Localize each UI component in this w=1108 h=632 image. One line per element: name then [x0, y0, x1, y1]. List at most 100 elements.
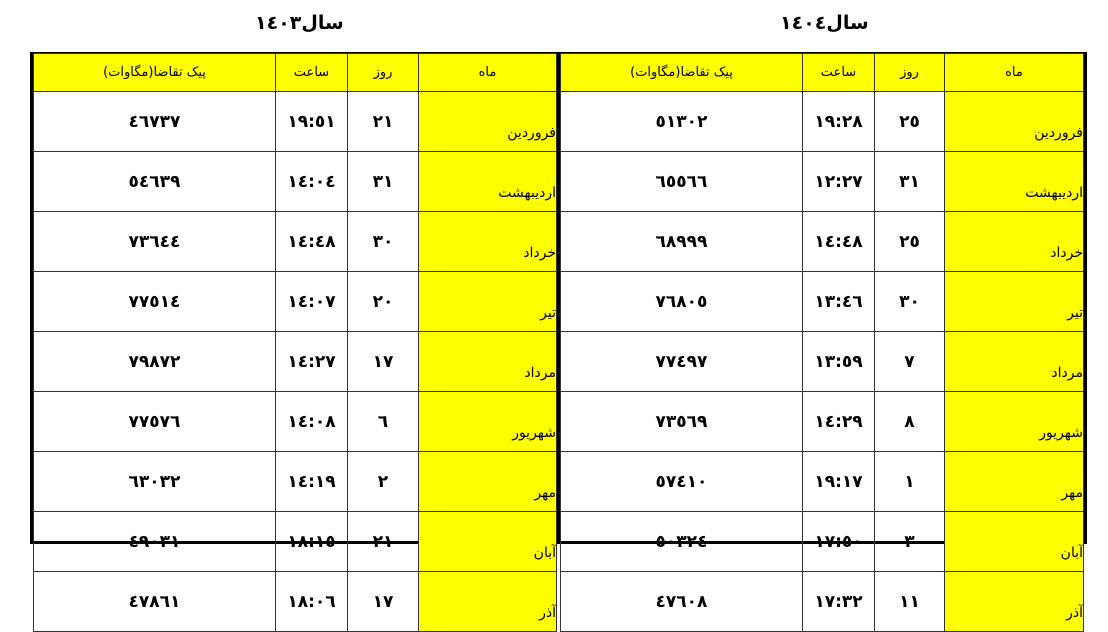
- day-cell: ١: [874, 451, 945, 512]
- table-divider: [557, 52, 560, 544]
- month-cell: فروردین: [418, 91, 557, 152]
- year-1404-title: سال١٤٠٤: [780, 12, 869, 34]
- month-cell: مرداد: [944, 331, 1084, 392]
- table-row: آبان ٢١ ١٨:١٥ ٤٩٠٣١: [33, 511, 557, 572]
- header-day: روز: [874, 53, 945, 92]
- month-cell: تیر: [944, 271, 1084, 332]
- time-value: ١٤:٤٨: [287, 231, 336, 252]
- time-cell: ١٢:٢٧: [802, 151, 875, 212]
- day-cell: ٢٥: [874, 211, 945, 272]
- month-cell: تیر: [418, 271, 557, 332]
- time-value: ١٩:٥١: [287, 111, 336, 132]
- table-row: مرداد ١٧ ١٤:٢٧ ٧٩٨٧٢: [33, 331, 557, 392]
- peak-demand-cell: ٧٧٤٩٧: [560, 331, 803, 392]
- day-cell: ٣: [874, 511, 945, 572]
- time-cell: ١٤:٠٧: [275, 271, 348, 332]
- day-cell: ٢٥: [874, 91, 945, 152]
- day-cell: ١١: [874, 571, 945, 632]
- header-peak: پیک تقاضا(مگاوات): [33, 53, 276, 92]
- time-cell: ١٩:٢٨: [802, 91, 875, 152]
- time-cell: ١٤:٠٨: [275, 391, 348, 452]
- time-value: ١٩:٢٨: [814, 111, 863, 132]
- day-cell: ٢: [347, 451, 419, 512]
- table-row: آذر ١٧ ١٨:٠٦ ٤٧٨٦١: [33, 571, 557, 632]
- year-1403-title: سال١٤٠٣: [255, 12, 344, 34]
- day-cell: ٨: [874, 391, 945, 452]
- peak-demand-cell: ٥٤٦٣٩: [33, 151, 276, 212]
- day-cell: ١٧: [347, 571, 419, 632]
- month-cell: مهر: [418, 451, 557, 512]
- peak-demand-cell: ٦٣٠٣٢: [33, 451, 276, 512]
- day-cell: ٣٠: [874, 271, 945, 332]
- time-cell: ١٤:٤٨: [275, 211, 348, 272]
- month-cell: خرداد: [418, 211, 557, 272]
- peak-demand-cell: ٧٧٥٧٦: [33, 391, 276, 452]
- header-day: روز: [347, 53, 419, 92]
- peak-demand-cell: ٤٩٠٣١: [33, 511, 276, 572]
- month-cell: خرداد: [944, 211, 1084, 272]
- peak-demand-cell: ٧٣٦٤٤: [33, 211, 276, 272]
- peak-demand-cell: ٤٧٦٠٨: [560, 571, 803, 632]
- day-cell: ٦: [347, 391, 419, 452]
- time-cell: ١٨:١٥: [275, 511, 348, 572]
- time-value: ١٧:٥٠: [814, 531, 863, 552]
- month-cell: آبان: [418, 511, 557, 572]
- time-value: ١٢:٢٧: [814, 171, 863, 192]
- day-cell: ٢١: [347, 91, 419, 152]
- time-cell: ١٨:٠٦: [275, 571, 348, 632]
- header-month: ماه: [418, 53, 557, 92]
- table-row: فروردین ٢١ ١٩:٥١ ٤٦٧٣٧: [33, 91, 557, 152]
- time-value: ١٨:٠٦: [287, 591, 336, 612]
- time-value: ١٣:٤٦: [814, 291, 863, 312]
- time-value: ١٨:١٥: [287, 531, 336, 552]
- table-row: خرداد ٢٥ ١٤:٤٨ ٦٨٩٩٩: [560, 211, 1084, 272]
- header-peak: پیک تقاضا(مگاوات): [560, 53, 803, 92]
- month-cell: فروردین: [944, 91, 1084, 152]
- peak-demand-cell: ٤٧٨٦١: [33, 571, 276, 632]
- peak-demand-cell: ٦٨٩٩٩: [560, 211, 803, 272]
- peak-demand-cell: ٦٥٥٦٦: [560, 151, 803, 212]
- month-cell: شهریور: [418, 391, 557, 452]
- table-row: فروردین ٢٥ ١٩:٢٨ ٥١٣٠٢: [560, 91, 1084, 152]
- peak-demand-cell: ٧٩٨٧٢: [33, 331, 276, 392]
- time-value: ١٤:٠٨: [287, 411, 336, 432]
- day-cell: ٣٠: [347, 211, 419, 272]
- time-cell: ١٤:٢٩: [802, 391, 875, 452]
- table-row: اردیبهشت ٣١ ١٢:٢٧ ٦٥٥٦٦: [560, 151, 1084, 212]
- peak-demand-cell: ٤٦٧٣٧: [33, 91, 276, 152]
- day-cell: ٣١: [347, 151, 419, 212]
- time-cell: ١٤:٤٨: [802, 211, 875, 272]
- month-cell: مهر: [944, 451, 1084, 512]
- header-month: ماه: [944, 53, 1084, 92]
- peak-demand-cell: ٥٠٣٢٤: [560, 511, 803, 572]
- time-value: ١٤:٢٩: [814, 411, 863, 432]
- table-row: شهریور ٨ ١٤:٢٩ ٧٣٥٦٩: [560, 391, 1084, 452]
- peak-demand-cell: ٧٣٥٦٩: [560, 391, 803, 452]
- table-row: شهریور ٦ ١٤:٠٨ ٧٧٥٧٦: [33, 391, 557, 452]
- time-cell: ١٩:٥١: [275, 91, 348, 152]
- header-time: ساعت: [802, 53, 875, 92]
- month-cell: اردیبهشت: [944, 151, 1084, 212]
- table-row: مرداد ٧ ١٣:٥٩ ٧٧٤٩٧: [560, 331, 1084, 392]
- time-cell: ١٧:٥٠: [802, 511, 875, 572]
- peak-demand-table-1403: ماه روز ساعت پیک تقاضا(مگاوات) فروردین ٢١…: [33, 53, 557, 632]
- time-value: ١٤:١٩: [287, 471, 336, 492]
- time-cell: ١٣:٤٦: [802, 271, 875, 332]
- time-cell: ١٣:٥٩: [802, 331, 875, 392]
- table-row: اردیبهشت ٣١ ١٤:٠٤ ٥٤٦٣٩: [33, 151, 557, 212]
- day-cell: ٢٠: [347, 271, 419, 332]
- table-row: تیر ٣٠ ١٣:٤٦ ٧٦٨٠٥: [560, 271, 1084, 332]
- month-cell: مرداد: [418, 331, 557, 392]
- time-value: ١٤:٢٧: [287, 351, 336, 372]
- peak-demand-cell: ٧٦٨٠٥: [560, 271, 803, 332]
- peak-demand-cell: ٥٧٤١٠: [560, 451, 803, 512]
- time-cell: ١٤:٠٤: [275, 151, 348, 212]
- table-row: آذر ١١ ١٧:٣٢ ٤٧٦٠٨: [560, 571, 1084, 632]
- time-value: ١٧:٣٢: [814, 591, 863, 612]
- month-cell: آبان: [944, 511, 1084, 572]
- day-cell: ١٧: [347, 331, 419, 392]
- time-value: ١٤:٠٧: [287, 291, 336, 312]
- table-row: مهر ٢ ١٤:١٩ ٦٣٠٣٢: [33, 451, 557, 512]
- table-row: آبان ٣ ١٧:٥٠ ٥٠٣٢٤: [560, 511, 1084, 572]
- month-cell: آذر: [418, 571, 557, 632]
